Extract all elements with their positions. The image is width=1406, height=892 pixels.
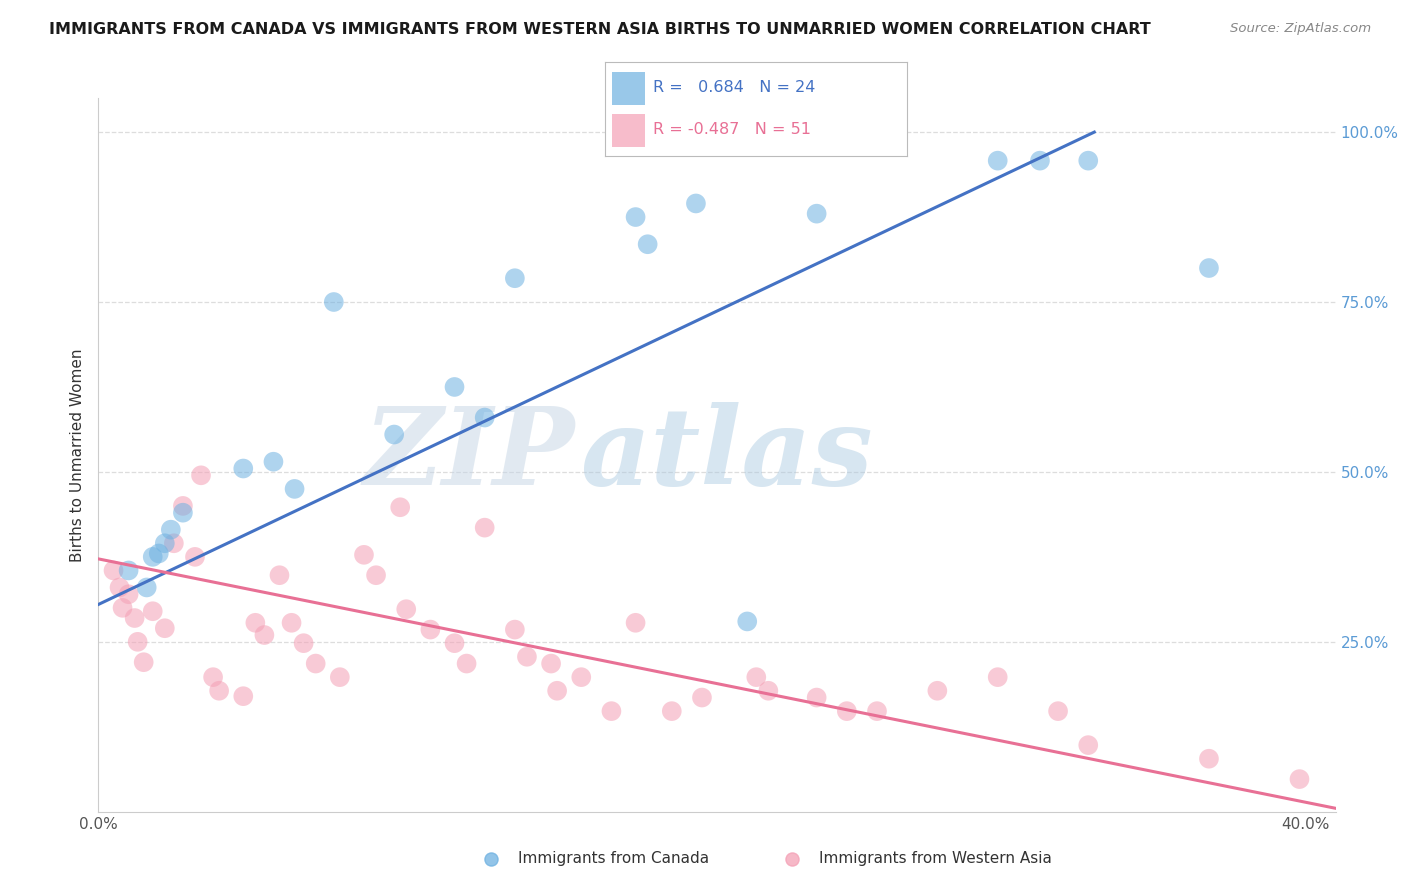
Text: R =   0.684   N = 24: R = 0.684 N = 24 bbox=[652, 80, 815, 95]
Point bbox=[160, 523, 183, 537]
Text: Source: ZipAtlas.com: Source: ZipAtlas.com bbox=[1230, 22, 1371, 36]
Point bbox=[292, 636, 315, 650]
Point bbox=[135, 581, 157, 595]
Text: R = -0.487   N = 51: R = -0.487 N = 51 bbox=[652, 122, 811, 137]
Point bbox=[262, 455, 284, 469]
Point bbox=[163, 536, 186, 550]
Point bbox=[208, 683, 231, 698]
Point bbox=[987, 153, 1010, 168]
Point bbox=[443, 636, 465, 650]
Point bbox=[389, 500, 412, 515]
Point bbox=[305, 657, 328, 671]
Text: atlas: atlas bbox=[581, 402, 873, 508]
Point bbox=[190, 468, 212, 483]
Point bbox=[1198, 260, 1220, 275]
Point bbox=[364, 568, 387, 582]
Point bbox=[1198, 752, 1220, 766]
Point bbox=[153, 621, 176, 635]
Point bbox=[202, 670, 225, 684]
Point bbox=[503, 623, 526, 637]
Text: Immigrants from Canada: Immigrants from Canada bbox=[517, 851, 709, 866]
Point bbox=[184, 549, 207, 564]
Point bbox=[503, 271, 526, 285]
Point bbox=[1029, 153, 1052, 168]
Point bbox=[419, 623, 441, 637]
Point bbox=[117, 587, 139, 601]
Point bbox=[806, 207, 828, 221]
Point bbox=[927, 683, 949, 698]
Point bbox=[284, 482, 307, 496]
Point bbox=[153, 536, 176, 550]
Point bbox=[474, 410, 496, 425]
Point bbox=[474, 521, 496, 535]
Point bbox=[624, 210, 647, 224]
Point bbox=[745, 670, 768, 684]
Text: ZIP: ZIP bbox=[363, 402, 575, 508]
Point bbox=[111, 600, 134, 615]
Point bbox=[661, 704, 683, 718]
Point bbox=[987, 670, 1010, 684]
Point bbox=[540, 657, 562, 671]
Point bbox=[103, 564, 125, 578]
Point bbox=[329, 670, 352, 684]
Point bbox=[232, 461, 254, 475]
Point bbox=[148, 546, 170, 560]
Point bbox=[1288, 772, 1310, 786]
Point bbox=[245, 615, 267, 630]
Point bbox=[456, 657, 478, 671]
Point bbox=[806, 690, 828, 705]
Point bbox=[232, 689, 254, 703]
Point bbox=[253, 628, 276, 642]
Point bbox=[756, 683, 779, 698]
Point bbox=[569, 670, 592, 684]
Point bbox=[735, 615, 758, 629]
Point bbox=[546, 683, 568, 698]
Point bbox=[685, 196, 707, 211]
Text: Immigrants from Western Asia: Immigrants from Western Asia bbox=[820, 851, 1052, 866]
Point bbox=[690, 690, 713, 705]
Bar bbox=[612, 72, 645, 104]
Point bbox=[382, 427, 405, 442]
Text: IMMIGRANTS FROM CANADA VS IMMIGRANTS FROM WESTERN ASIA BIRTHS TO UNMARRIED WOMEN: IMMIGRANTS FROM CANADA VS IMMIGRANTS FRO… bbox=[49, 22, 1152, 37]
Point bbox=[322, 295, 344, 310]
Point bbox=[132, 655, 155, 669]
Point bbox=[172, 506, 194, 520]
Point bbox=[637, 237, 659, 252]
Point bbox=[124, 611, 146, 625]
Point bbox=[172, 499, 194, 513]
Point bbox=[127, 635, 149, 649]
Point bbox=[835, 704, 858, 718]
Y-axis label: Births to Unmarried Women: Births to Unmarried Women bbox=[69, 348, 84, 562]
Point bbox=[142, 549, 165, 564]
Point bbox=[269, 568, 291, 582]
Point bbox=[142, 604, 165, 618]
Point bbox=[353, 548, 375, 562]
Bar bbox=[612, 114, 645, 147]
Point bbox=[1047, 704, 1070, 718]
Point bbox=[117, 564, 139, 578]
Point bbox=[1077, 153, 1099, 168]
Point bbox=[108, 581, 131, 595]
Point bbox=[866, 704, 889, 718]
Point bbox=[443, 380, 465, 394]
Point bbox=[600, 704, 623, 718]
Point bbox=[1077, 738, 1099, 752]
Point bbox=[280, 615, 302, 630]
Point bbox=[624, 615, 647, 630]
Point bbox=[516, 649, 538, 664]
Point bbox=[395, 602, 418, 616]
